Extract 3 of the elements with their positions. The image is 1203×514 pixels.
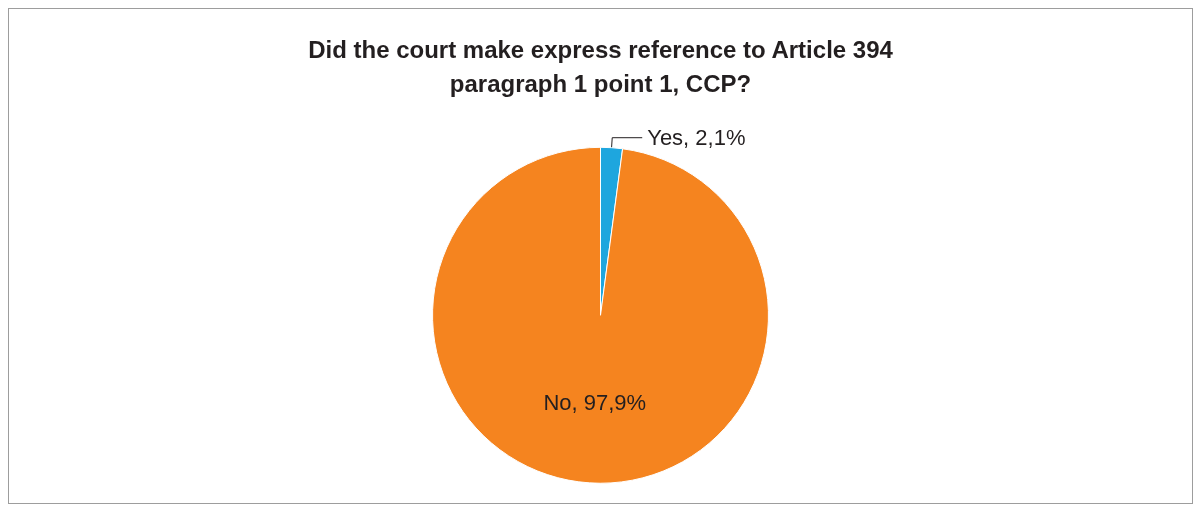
slice-label: No, 97,9% — [543, 389, 647, 415]
chart-title: Did the court make express reference to Article 394 paragraph 1 point 1, CCP? — [308, 35, 894, 97]
slice-label: Yes, 2,1% — [647, 125, 746, 151]
